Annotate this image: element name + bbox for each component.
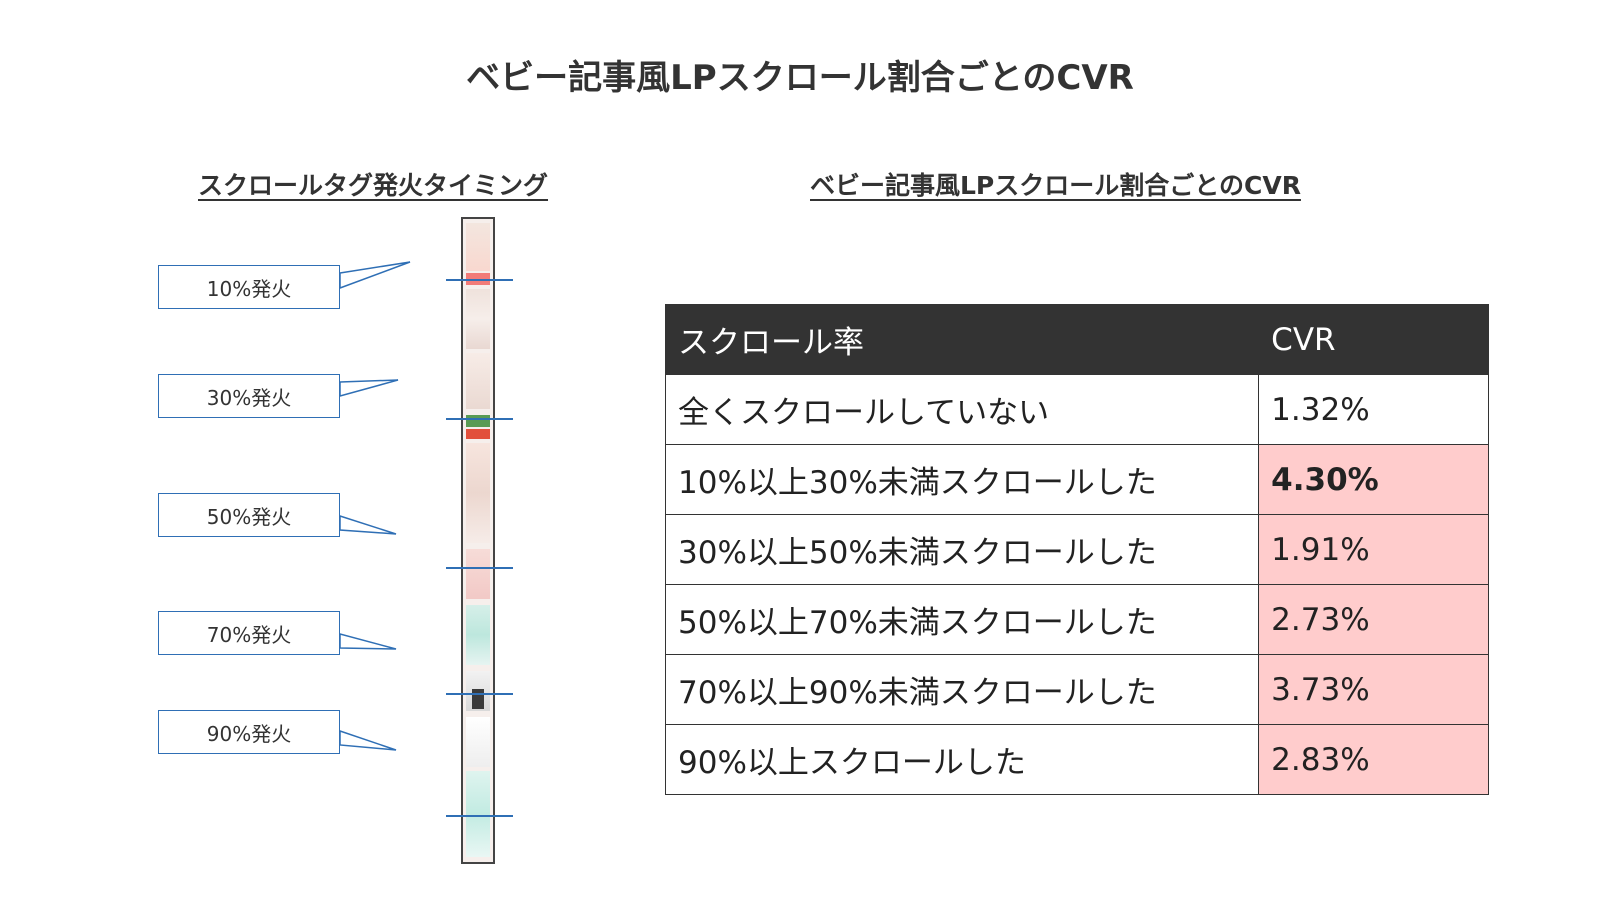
row-label: 全くスクロールしていない: [664, 374, 1260, 445]
row-label: 30%以上50%未満スクロールした: [664, 514, 1260, 585]
table-row: 90%以上スクロールした 2.83%: [664, 724, 1489, 795]
row-label: 10%以上30%未満スクロールした: [664, 444, 1260, 515]
header-cvr: CVR: [1258, 304, 1489, 375]
table-row: 全くスクロールしていない 1.32%: [664, 374, 1489, 445]
scroll-marker-50: [446, 567, 513, 569]
table-row: 10%以上30%未満スクロールした 4.30%: [664, 444, 1489, 515]
cvr-table: スクロール率 CVR 全くスクロールしていない 1.32% 10%以上30%未満…: [664, 304, 1489, 795]
scroll-marker-10: [446, 279, 513, 281]
callout-pointer-50: [339, 514, 397, 535]
row-cvr: 2.83%: [1258, 724, 1489, 795]
scroll-marker-90: [446, 815, 513, 817]
scroll-marker-70: [446, 693, 513, 695]
callout-pointer-10: [339, 261, 411, 290]
row-cvr: 1.32%: [1258, 374, 1489, 445]
row-cvr: 3.73%: [1258, 654, 1489, 725]
callout-50-percent: 50%発火: [158, 493, 340, 537]
callout-30-percent: 30%発火: [158, 374, 340, 418]
callout-70-percent: 70%発火: [158, 611, 340, 655]
row-cvr: 1.91%: [1258, 514, 1489, 585]
scroll-marker-30: [446, 418, 513, 420]
callout-pointer-90: [339, 729, 397, 751]
table-row: 30%以上50%未満スクロールした 1.91%: [664, 514, 1489, 585]
header-scroll-rate: スクロール率: [664, 304, 1260, 375]
table-row: 70%以上90%未満スクロールした 3.73%: [664, 654, 1489, 725]
row-label: 90%以上スクロールした: [664, 724, 1260, 795]
row-cvr: 2.73%: [1258, 584, 1489, 655]
callout-pointer-30: [339, 379, 399, 397]
table-row: 50%以上70%未満スクロールした 2.73%: [664, 584, 1489, 655]
callout-pointer-70: [339, 633, 397, 650]
table-header-row: スクロール率 CVR: [664, 304, 1489, 375]
scroll-tag-title: スクロールタグ発火タイミング: [198, 171, 549, 200]
callout-90-percent: 90%発火: [158, 710, 340, 754]
row-cvr-highlight-max: 4.30%: [1258, 444, 1489, 515]
lp-thumbnail: [461, 217, 495, 864]
cvr-table-title: ベビー記事風LPスクロール割合ごとのCVR: [810, 171, 1301, 200]
page-title: ベビー記事風LPスクロール割合ごとのCVR: [466, 58, 1134, 98]
callout-10-percent: 10%発火: [158, 265, 340, 309]
row-label: 50%以上70%未満スクロールした: [664, 584, 1260, 655]
row-label: 70%以上90%未満スクロールした: [664, 654, 1260, 725]
